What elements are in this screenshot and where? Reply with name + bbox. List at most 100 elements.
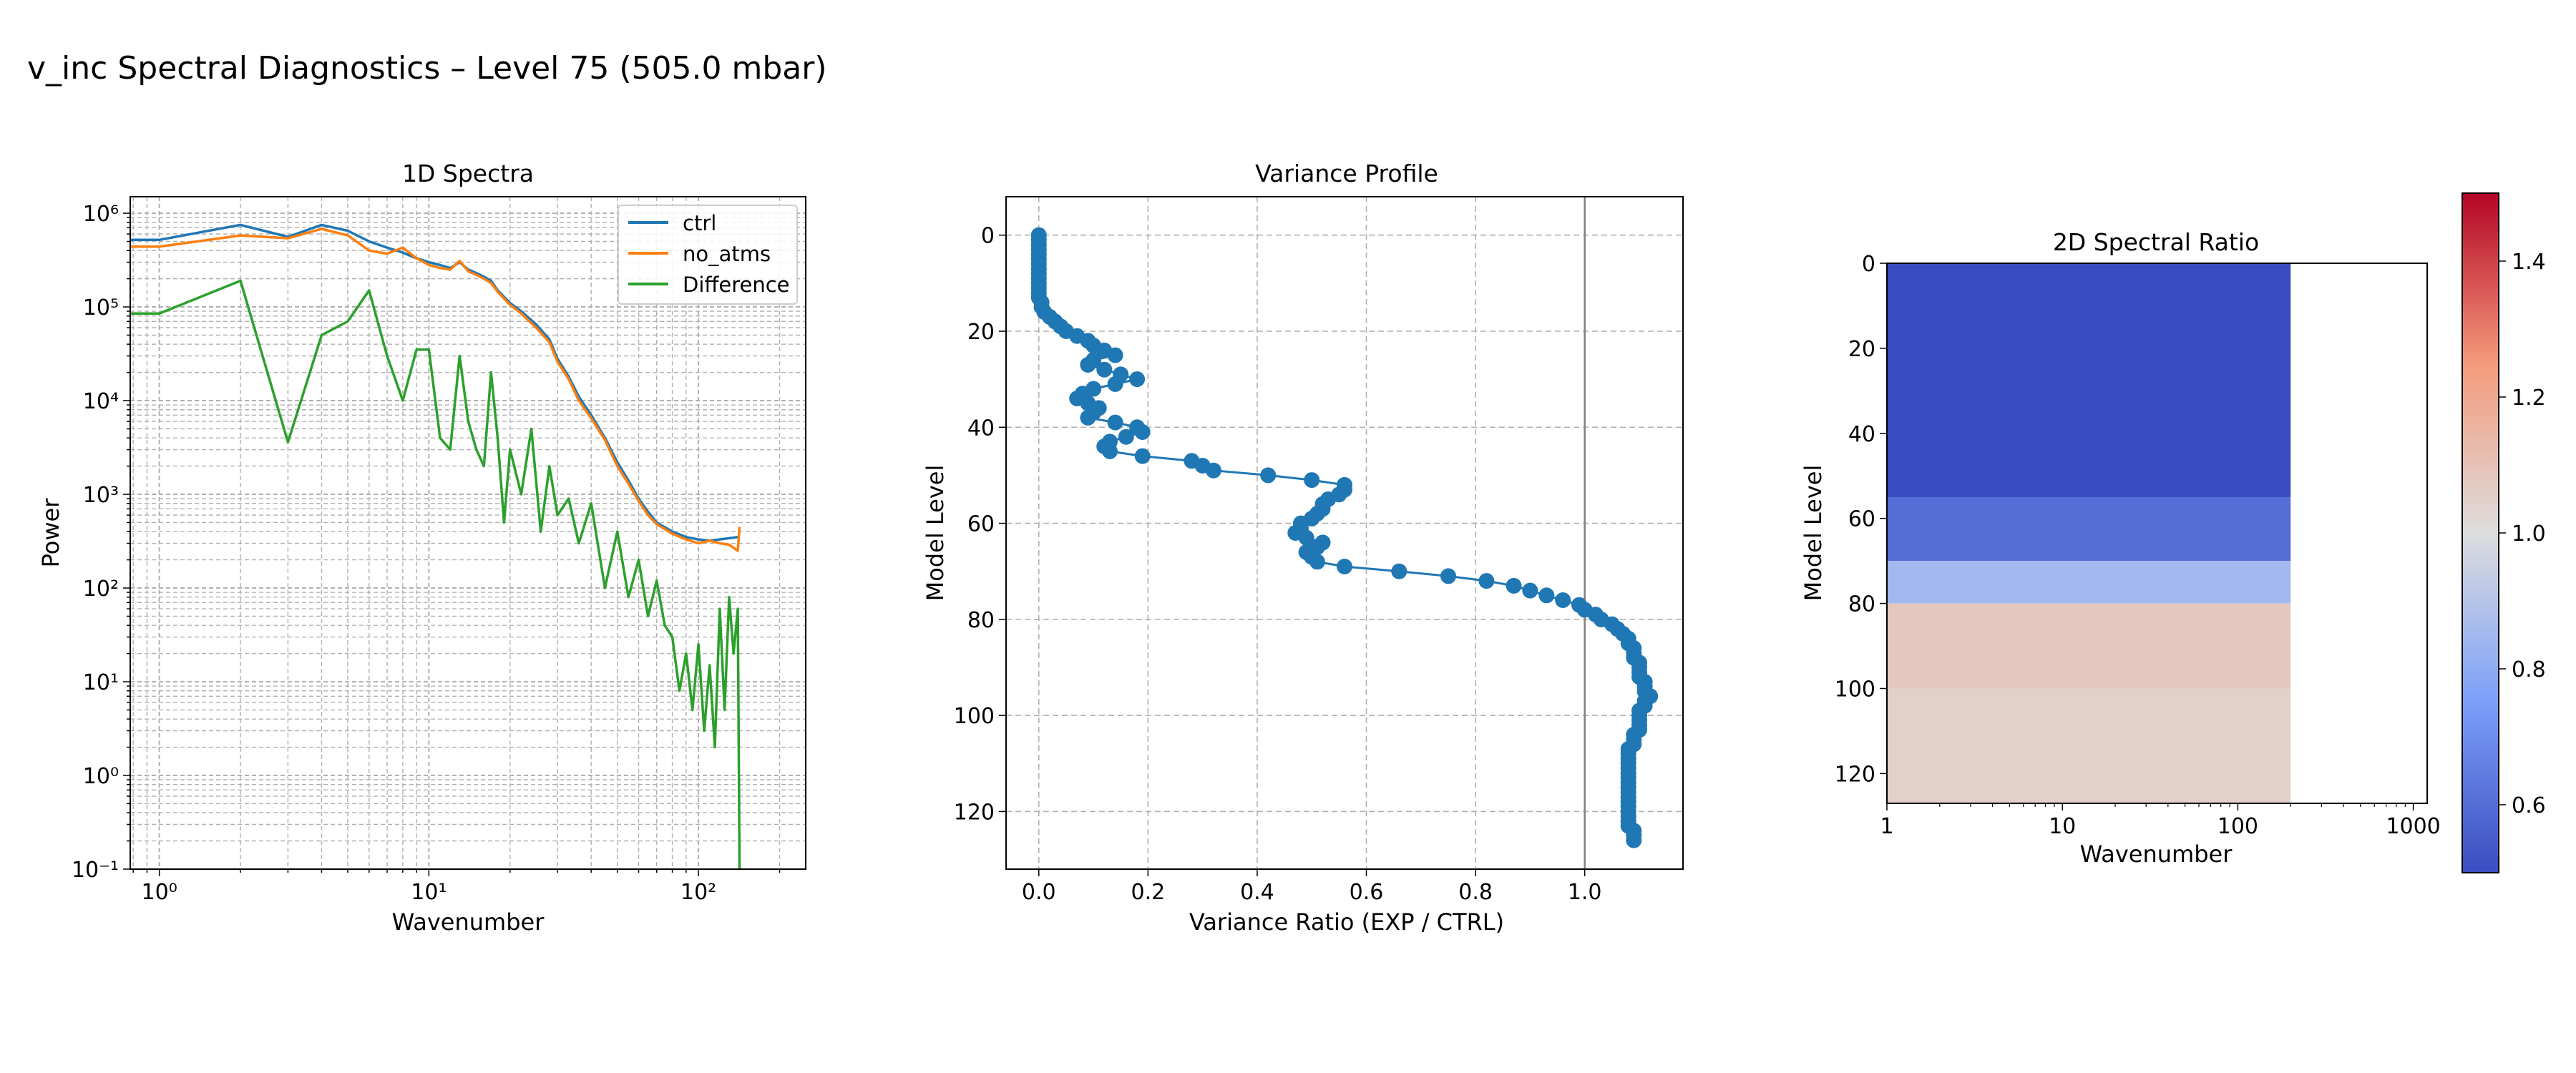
spectra-ytick-label: 10⁰ bbox=[83, 764, 119, 789]
ratio-band bbox=[1887, 496, 2291, 562]
ratio-ytick-label: 80 bbox=[1848, 592, 1875, 617]
colorbar-tick-label: 1.4 bbox=[2512, 250, 2546, 275]
colorbar-ticks: 0.6 0.8 1.0 1.2 1.4 bbox=[2499, 250, 2546, 818]
ratio-band bbox=[1887, 561, 2291, 604]
variance-ytick-label: 40 bbox=[967, 416, 995, 441]
ratio-band bbox=[1887, 688, 2291, 803]
variance-ylabel: Model Level bbox=[922, 465, 949, 602]
ratio-heatmap bbox=[1887, 263, 2291, 803]
ratio-xtick-label: 10 bbox=[2049, 814, 2076, 839]
spectra-xtick-label: 10¹ bbox=[411, 880, 447, 905]
variance-ytick-label: 100 bbox=[954, 704, 995, 729]
ratio-band bbox=[1887, 603, 2291, 689]
spectra-ytick-label: 10¹ bbox=[83, 670, 119, 695]
variance-point bbox=[1080, 357, 1096, 373]
variance-point bbox=[1096, 361, 1113, 378]
variance-xtick-label: 0.0 bbox=[1022, 880, 1056, 905]
ratio-band bbox=[1887, 263, 2291, 497]
ratio-ylabel: Model Level bbox=[1800, 465, 1827, 602]
variance-point bbox=[1260, 467, 1277, 484]
variance-ytick-label: 0 bbox=[981, 224, 995, 249]
colorbar-tick-label: 1.2 bbox=[2512, 386, 2546, 411]
variance-ticks: 0.0 0.2 0.4 0.6 0.8 1.0 0 20 40 60 80 100 120 bbox=[954, 224, 1602, 905]
variance-ytick-label: 120 bbox=[954, 800, 995, 825]
variance-ytick-label: 80 bbox=[967, 608, 995, 633]
variance-point bbox=[1440, 568, 1456, 584]
spectra-xlabel: Wavenumber bbox=[392, 908, 545, 936]
variance-point bbox=[1538, 587, 1555, 604]
ratio-ytick-label: 20 bbox=[1848, 337, 1875, 362]
variance-xlabel: Variance Ratio (EXP / CTRL) bbox=[1189, 908, 1504, 936]
variance-point bbox=[1107, 347, 1123, 363]
variance-title: Variance Profile bbox=[1255, 160, 1438, 187]
variance-point bbox=[1107, 376, 1123, 392]
spectra-line-no_atms bbox=[130, 227, 741, 552]
legend-label-difference: Difference bbox=[683, 273, 790, 297]
ratio-ytick-label: 100 bbox=[1835, 677, 1875, 702]
variance-panel: Variance Profile 0.0 0.2 0.4 0.6 0.8 1.0 0 20 40… bbox=[922, 160, 1684, 936]
variance-xtick-label: 0.2 bbox=[1131, 880, 1165, 905]
variance-point bbox=[1391, 563, 1407, 579]
ratio-ytick-label: 40 bbox=[1848, 422, 1875, 447]
colorbar-tick-label: 0.6 bbox=[2512, 793, 2546, 818]
variance-ytick-label: 60 bbox=[967, 512, 995, 537]
variance-series bbox=[1030, 227, 1659, 848]
variance-point bbox=[1506, 577, 1522, 594]
variance-xtick-label: 1.0 bbox=[1568, 880, 1602, 905]
variance-point bbox=[1626, 832, 1642, 848]
variance-xtick-label: 0.6 bbox=[1350, 880, 1384, 905]
variance-point bbox=[1522, 582, 1538, 599]
spectra-ytick-label: 10³ bbox=[83, 483, 119, 508]
ratio-title: 2D Spectral Ratio bbox=[2053, 228, 2259, 256]
spectra-xtick-label: 10⁰ bbox=[142, 880, 177, 905]
ratio-ytick-label: 120 bbox=[1835, 762, 1875, 787]
variance-point bbox=[1134, 448, 1151, 464]
spectra-ytick-label: 10⁶ bbox=[83, 202, 119, 227]
variance-point bbox=[1129, 371, 1146, 388]
colorbar-tick-label: 0.8 bbox=[2512, 657, 2546, 682]
colorbar-tick-label: 1.0 bbox=[2512, 521, 2546, 547]
legend-label-ctrl: ctrl bbox=[683, 211, 716, 235]
ratio-ytick-label: 0 bbox=[1862, 252, 1875, 277]
variance-point bbox=[1118, 428, 1134, 445]
spectra-line-ctrl bbox=[130, 223, 738, 542]
spectra-grid bbox=[130, 197, 806, 870]
colorbar bbox=[2462, 192, 2499, 873]
legend-box bbox=[618, 205, 798, 305]
spectra-line-difference bbox=[130, 279, 741, 869]
variance-point bbox=[1205, 462, 1221, 479]
figure-title: v_inc Spectral Diagnostics – Level 75 (5… bbox=[27, 50, 827, 87]
spectra-xtick-label: 10² bbox=[680, 880, 716, 905]
spectra-frame bbox=[130, 196, 806, 870]
variance-point bbox=[1298, 529, 1314, 546]
ratio-xtick-label: 1000 bbox=[2386, 814, 2440, 839]
ratio-panel: 2D Spectral Ratio 1 10 100 1000 0 20 40 60 80 100… bbox=[1800, 192, 2546, 873]
spectra-title: 1D Spectra bbox=[402, 160, 534, 187]
ratio-frame bbox=[1886, 263, 2428, 804]
spectra-ticks: 10⁰ 10¹ 10² 10⁻¹ 10⁰ 10¹ 10² 10³ 10⁴ 10⁵ 10⁶ bbox=[72, 202, 781, 905]
spectra-ylabel: Power bbox=[37, 498, 64, 568]
variance-point bbox=[1304, 472, 1320, 489]
ratio-xlabel: Wavenumber bbox=[2080, 841, 2233, 868]
variance-point bbox=[1107, 414, 1123, 431]
variance-xtick-label: 0.4 bbox=[1240, 880, 1274, 905]
ratio-xtick-label: 100 bbox=[2218, 814, 2258, 839]
spectra-series bbox=[130, 223, 741, 869]
spectra-panel: 1D Spectra 10⁰ 10¹ 10²10⁻¹10⁰10¹10²10³10⁴1… bbox=[37, 160, 806, 936]
variance-xtick-label: 0.8 bbox=[1458, 880, 1493, 905]
variance-ytick-label: 20 bbox=[967, 320, 995, 345]
variance-point bbox=[1134, 424, 1151, 440]
ratio-xtick-label: 1 bbox=[1880, 814, 1893, 839]
variance-point bbox=[1080, 409, 1096, 426]
variance-frame bbox=[1005, 196, 1684, 870]
spectra-ytick-label: 10⁻¹ bbox=[72, 858, 119, 883]
variance-point bbox=[1478, 573, 1495, 589]
ratio-ticks: 1 10 100 1000 0 20 40 60 80 100 120 bbox=[1835, 252, 2441, 839]
ratio-ytick-label: 60 bbox=[1848, 507, 1875, 532]
variance-point bbox=[1555, 592, 1571, 608]
variance-point bbox=[1309, 554, 1325, 570]
spectra-ytick-label: 10⁵ bbox=[83, 295, 119, 320]
spectra-ytick-label: 10⁴ bbox=[83, 389, 119, 414]
legend-label-no_atms: no_atms bbox=[683, 242, 771, 266]
